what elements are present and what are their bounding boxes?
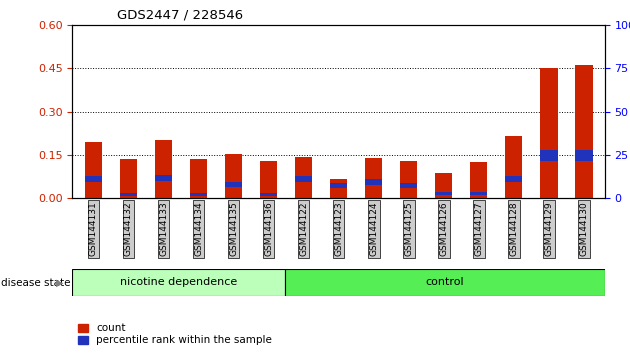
Text: GSM144133: GSM144133 xyxy=(159,202,168,256)
Text: GSM144124: GSM144124 xyxy=(369,202,378,256)
Text: GSM144125: GSM144125 xyxy=(404,202,413,256)
Bar xyxy=(225,182,243,187)
Text: GSM144129: GSM144129 xyxy=(544,202,553,256)
Text: nicotine dependence: nicotine dependence xyxy=(120,277,238,287)
Bar xyxy=(295,157,312,198)
Text: GDS2447 / 228546: GDS2447 / 228546 xyxy=(117,9,243,22)
FancyBboxPatch shape xyxy=(72,269,285,296)
Text: GSM144122: GSM144122 xyxy=(299,202,308,256)
Text: control: control xyxy=(426,277,464,287)
Bar xyxy=(540,150,558,161)
Text: GSM144127: GSM144127 xyxy=(474,202,483,256)
Text: GSM144136: GSM144136 xyxy=(264,202,273,256)
Bar xyxy=(260,161,277,198)
Bar xyxy=(505,136,522,198)
Bar xyxy=(84,176,102,182)
Bar xyxy=(190,159,207,198)
Legend: count, percentile rank within the sample: count, percentile rank within the sample xyxy=(77,323,272,345)
Bar xyxy=(330,183,347,188)
Bar xyxy=(120,159,137,198)
Bar xyxy=(225,154,243,198)
FancyBboxPatch shape xyxy=(285,269,605,296)
Bar xyxy=(540,68,558,198)
Bar xyxy=(575,150,593,161)
Bar xyxy=(435,192,452,195)
Bar xyxy=(295,176,312,182)
Bar xyxy=(190,193,207,196)
Bar xyxy=(155,141,172,198)
Text: GSM144130: GSM144130 xyxy=(580,202,588,256)
Bar xyxy=(260,193,277,196)
Bar xyxy=(435,173,452,198)
Bar xyxy=(365,158,382,198)
Bar xyxy=(470,162,488,198)
Text: GSM144131: GSM144131 xyxy=(89,202,98,256)
Bar xyxy=(155,175,172,181)
Text: ▶: ▶ xyxy=(55,278,63,288)
Bar xyxy=(470,192,488,195)
Text: GSM144123: GSM144123 xyxy=(334,202,343,256)
Text: GSM144132: GSM144132 xyxy=(124,202,133,256)
Bar xyxy=(400,161,418,198)
Bar xyxy=(400,183,418,188)
Bar xyxy=(330,179,347,198)
Bar xyxy=(505,176,522,182)
Text: GSM144134: GSM144134 xyxy=(194,202,203,256)
Text: GSM144135: GSM144135 xyxy=(229,202,238,256)
Text: GSM144128: GSM144128 xyxy=(509,202,518,256)
Text: disease state: disease state xyxy=(1,278,71,288)
Bar xyxy=(575,65,593,198)
Bar xyxy=(84,142,102,198)
Bar xyxy=(365,179,382,185)
Text: GSM144126: GSM144126 xyxy=(439,202,448,256)
Bar xyxy=(120,193,137,196)
